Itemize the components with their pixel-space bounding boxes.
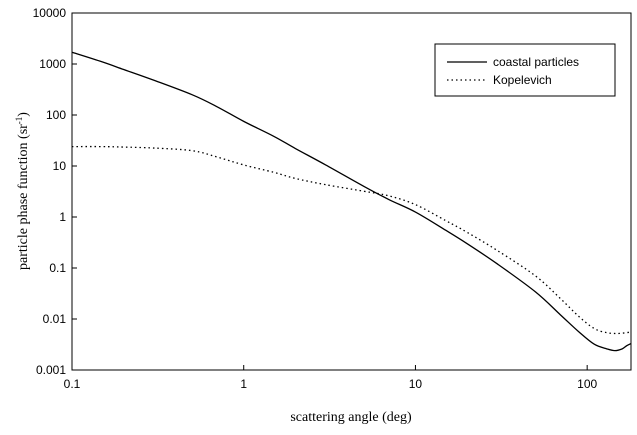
x-tick-label: 0.1 <box>64 377 81 391</box>
y-tick-label: 1 <box>59 210 66 224</box>
legend-box <box>434 43 616 97</box>
legend: coastal particles Kopelevich <box>434 43 616 97</box>
y-tick-label: 0.01 <box>43 312 67 326</box>
y-tick-label: 0.1 <box>49 261 66 275</box>
series-line-kopelevich <box>71 145 632 335</box>
x-tick-label: 1 <box>240 377 247 391</box>
x-tick-label: 10 <box>409 377 423 391</box>
y-tick-label: 1000 <box>39 57 66 71</box>
y-axis-title-superscript: -1 <box>14 117 24 125</box>
y-axis-title: particle phase function (sr-1) <box>14 112 31 270</box>
legend-label-kopelevich: Kopelevich <box>493 73 552 87</box>
series-lines <box>71 51 632 352</box>
y-axis-title-main: particle phase function (sr <box>16 124 31 270</box>
y-tick-label: 100 <box>46 108 66 122</box>
y-tick-label: 10 <box>53 159 67 173</box>
y-tick-label: 10000 <box>33 6 67 20</box>
x-axis-title: scattering angle (deg) <box>290 410 412 425</box>
y-tick-label: 0.001 <box>36 363 66 377</box>
plot-frame <box>71 12 632 371</box>
y-axis-title-close: ) <box>16 112 31 117</box>
legend-label-coastal-particles: coastal particles <box>493 55 579 69</box>
tick-labels: 0.1 1 10 100 0.001 0.01 0.1 1 10 100 1000 10000 <box>33 6 598 391</box>
x-tick-label: 100 <box>577 377 597 391</box>
series-line-coastal-particles <box>71 51 632 352</box>
tick-marks <box>71 12 588 371</box>
